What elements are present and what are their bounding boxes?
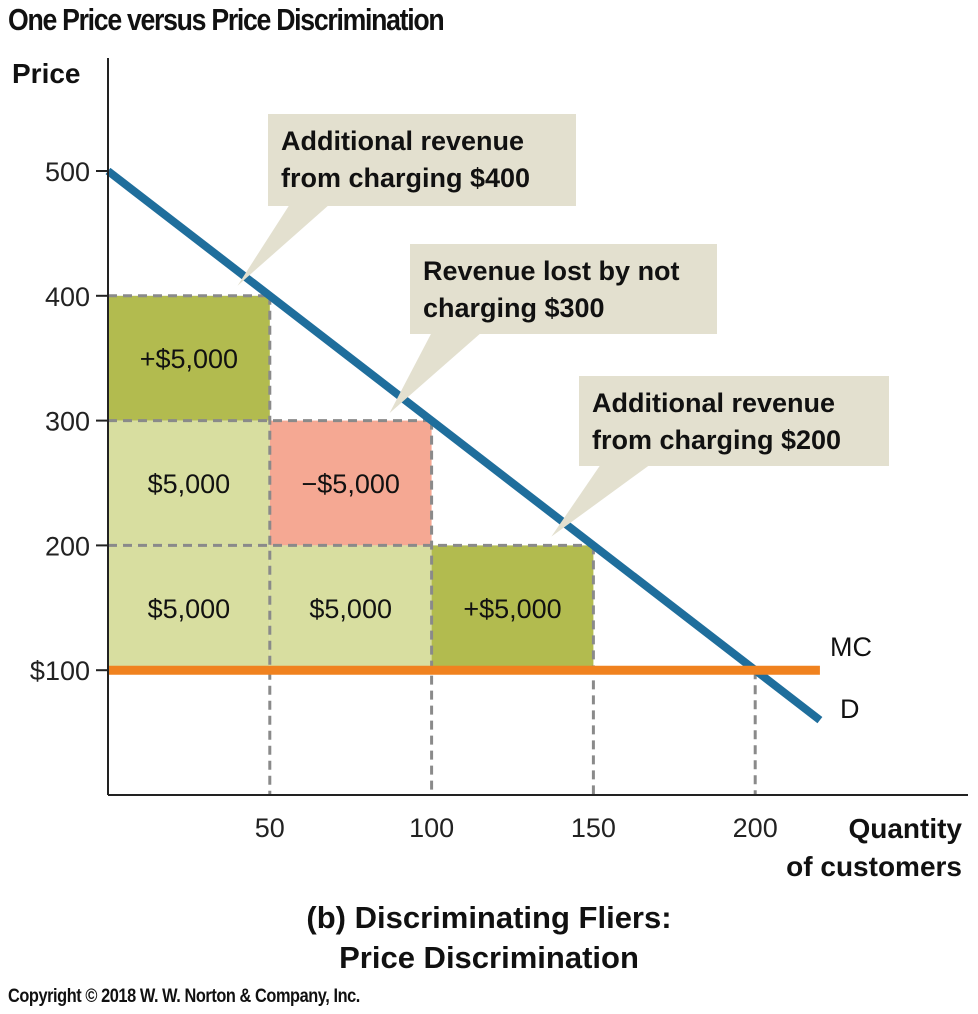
caption-line-2: Price Discrimination — [339, 940, 639, 975]
revenue-rect-label-3: −$5,000 — [302, 469, 400, 499]
y-tick-label-200: 200 — [45, 531, 90, 561]
revenue-rect-1 — [108, 420, 270, 546]
x-tick-label-100: 100 — [409, 813, 454, 843]
x-tick-label-50: 50 — [255, 813, 285, 843]
callout-text-1-0: Revenue lost by not — [423, 256, 680, 286]
mc-curve-label: MC — [830, 632, 872, 662]
y-axis-title: Price — [12, 58, 81, 89]
revenue-rect-2 — [108, 545, 270, 671]
x-tick-label-150: 150 — [571, 813, 616, 843]
price-discrimination-chart: $100 200 300 400 500 50 100 150 200 Price Quantity… — [12, 58, 968, 882]
demand-curve-label: D — [840, 694, 860, 724]
x-axis-title-line-2: of customers — [786, 851, 962, 882]
callout-text-0-1: from charging $400 — [281, 163, 530, 193]
y-tick-label-500: 500 — [45, 157, 90, 187]
y-tick-label-400: 400 — [45, 282, 90, 312]
revenue-rect-label-5: +$5,000 — [463, 594, 561, 624]
demand-curve — [105, 167, 823, 724]
callout-pointer-1 — [389, 332, 482, 414]
callout-text-2-1: from charging $200 — [592, 425, 841, 455]
revenue-rect-label-1: $5,000 — [148, 469, 231, 499]
panel-caption: (b) Discriminating Fliers: Price Discrim… — [0, 898, 978, 978]
revenue-rect-0 — [108, 295, 270, 421]
y-tick-label-100: $100 — [30, 656, 90, 686]
revenue-rect-label-2: $5,000 — [148, 594, 231, 624]
revenue-rect-label-4: $5,000 — [309, 594, 392, 624]
figure-title: One Price versus Price Discrimination — [8, 2, 445, 37]
revenue-rect-label-0: +$5,000 — [140, 344, 238, 374]
callout-text-0-0: Additional revenue — [281, 126, 524, 156]
x-axis-title-line-1: Quantity — [848, 813, 962, 844]
copyright-notice: Copyright © 2018 W. W. Norton & Company,… — [8, 986, 360, 1007]
callout-text-1-1: charging $300 — [423, 293, 605, 323]
callout-pointer-2 — [551, 464, 651, 537]
callout-text-2-0: Additional revenue — [592, 388, 835, 418]
revenue-rect-5 — [431, 545, 594, 671]
callout-box-0 — [268, 114, 576, 206]
revenue-rect-4 — [269, 545, 432, 671]
revenue-rect-3 — [269, 420, 432, 546]
callout-pointer-0 — [237, 204, 330, 286]
callout-box-1 — [410, 244, 717, 334]
y-tick-label-300: 300 — [45, 407, 90, 437]
callout-box-2 — [579, 376, 889, 466]
caption-line-1: (b) Discriminating Fliers: — [306, 900, 672, 935]
x-tick-label-200: 200 — [733, 813, 778, 843]
